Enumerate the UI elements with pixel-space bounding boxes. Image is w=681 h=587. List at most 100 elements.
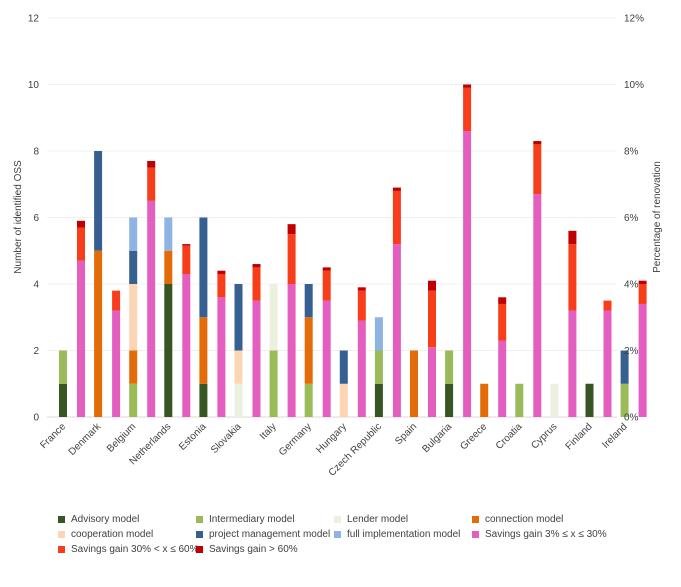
bar-segment: [515, 383, 524, 417]
y-tick-label: 12: [28, 14, 40, 25]
y-tick-label: 8: [33, 147, 39, 158]
y-tick-label: 4: [33, 280, 39, 291]
bar-segment: [428, 280, 436, 291]
bar-segment: [550, 383, 559, 417]
bar-segment: [234, 383, 243, 417]
y-axis-title: Number of identified OSS: [13, 160, 24, 274]
legend-swatch: [58, 546, 65, 553]
bar-segment: [339, 350, 348, 384]
bar-segment: [94, 151, 103, 251]
legend-label: Intermediary model: [209, 514, 295, 525]
bar-segment: [77, 220, 85, 228]
y2-axis-title: Percentage of renovation: [652, 161, 663, 273]
x-tick-label: Cyprus: [529, 421, 559, 451]
y-tick-label: 2: [33, 346, 39, 357]
bar-segment: [392, 190, 401, 245]
bar-segment: [199, 217, 208, 318]
bar-segment: [164, 250, 173, 284]
bar-segment: [182, 274, 191, 417]
bar-segment: [147, 167, 156, 201]
bar-segment: [638, 284, 647, 304]
legend-item: Savings gain > 60%: [196, 544, 334, 555]
bar-segment: [533, 194, 542, 417]
bar-segment: [357, 287, 366, 291]
bar-segment: [463, 84, 472, 88]
bar-segment: [129, 284, 138, 351]
y2-tick-label: 2%: [624, 346, 639, 357]
legend-swatch: [472, 516, 479, 523]
legend-swatch: [58, 516, 65, 523]
legend-swatch: [196, 531, 203, 538]
bar-segment: [339, 383, 348, 417]
bar-segment: [585, 383, 594, 417]
y2-tick-label: 4%: [624, 280, 639, 291]
bar-segment: [410, 350, 418, 417]
bar-segment: [533, 141, 542, 145]
bar-segment: [498, 340, 507, 417]
bar-segment: [603, 310, 612, 417]
bar-segment: [638, 280, 647, 284]
legend-swatch: [334, 516, 341, 523]
legend-swatch: [196, 546, 203, 553]
legend-item: full implementation model: [334, 529, 472, 540]
y2-tick-label: 0%: [624, 413, 639, 424]
bar-segment: [603, 300, 612, 311]
x-tick-label: Estonia: [177, 421, 209, 453]
bar-segment: [304, 284, 313, 318]
bar-segment: [480, 383, 489, 417]
x-tick-label: Bulgaria: [420, 421, 454, 455]
bar-segment: [217, 297, 226, 417]
bar-segment: [252, 267, 261, 301]
bar-segment: [94, 250, 103, 417]
bar-segment: [199, 317, 208, 384]
bar-segment: [217, 274, 226, 298]
bar-segment: [287, 234, 296, 284]
legend-item: Savings gain 3% ≤ x ≤ 30%: [472, 529, 658, 540]
legend-swatch: [196, 516, 203, 523]
x-tick-label: Slovakia: [209, 421, 244, 456]
legend-label: Savings gain 3% ≤ x ≤ 30%: [485, 529, 607, 540]
y2-tick-label: 6%: [624, 213, 639, 224]
x-tick-label: Germany: [277, 421, 314, 458]
x-tick-label: Finland: [564, 421, 595, 452]
x-tick-label: Hungary: [314, 421, 349, 456]
y2-tick-label: 10%: [624, 80, 644, 91]
bar-segment: [357, 320, 366, 417]
legend-label: connection model: [485, 514, 564, 525]
legend-swatch: [58, 531, 65, 538]
bar-segment: [147, 160, 156, 168]
bar-segment: [568, 310, 577, 417]
y-tick-label: 6: [33, 213, 39, 224]
bar-segment: [620, 383, 629, 417]
legend-item: Savings gain 30% < x ≤ 60%: [58, 544, 199, 555]
legend-item: project management model: [196, 529, 334, 540]
bar-segment: [374, 350, 383, 384]
bar-segment: [182, 244, 191, 246]
y-tick-label: 0: [33, 413, 39, 424]
bar-segment: [287, 224, 296, 235]
x-tick-label: Ireland: [600, 421, 629, 450]
legend-label: Lender model: [347, 514, 409, 525]
x-tick-label: Greece: [458, 421, 489, 452]
bar-segment: [568, 244, 577, 311]
bar-segment: [374, 317, 383, 351]
bar-segment: [269, 284, 278, 351]
bar-segment: [129, 383, 138, 417]
y2-axis-ticks: 0% 2% 4% 6% 8% 10% 12%: [624, 14, 644, 424]
bar-segment: [568, 230, 577, 245]
legend-label: Savings gain > 60%: [209, 544, 298, 555]
legend-item: Lender model: [334, 514, 472, 525]
legend-label: full implementation model: [347, 529, 461, 540]
bar-segment: [234, 284, 243, 351]
legend-label: cooperation model: [71, 529, 154, 540]
legend-item: Intermediary model: [196, 514, 334, 525]
bar-segment: [234, 350, 243, 384]
bar-segment: [77, 260, 85, 417]
bar-segment: [374, 383, 383, 417]
gridlines: [47, 17, 617, 351]
bar-segment: [59, 350, 67, 384]
bar-segment: [129, 217, 138, 251]
bar-segment: [129, 350, 138, 384]
bar-segment: [304, 317, 313, 384]
bar-segment: [147, 200, 156, 417]
